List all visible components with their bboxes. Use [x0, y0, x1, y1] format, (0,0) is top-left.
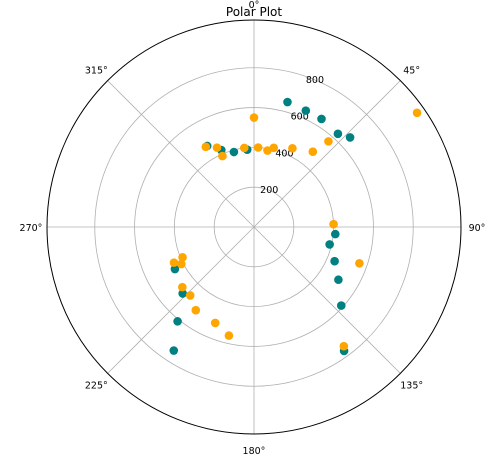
series-2-point — [218, 151, 227, 161]
series-2-point — [212, 143, 222, 152]
series-1-point — [330, 229, 340, 239]
theta-tick-label: 270° — [20, 223, 43, 234]
series-2-point — [178, 282, 187, 292]
series-1-point — [336, 301, 346, 310]
series-1-point — [334, 275, 343, 285]
series-2-point — [249, 113, 259, 122]
series-2-point — [224, 331, 234, 340]
series-1-point — [301, 106, 311, 115]
theta-grid-line — [107, 226, 255, 374]
theta-tick-label: 225° — [85, 381, 108, 392]
series-2-point — [169, 258, 179, 267]
series-2-point — [253, 143, 263, 152]
tick-layer: 0° 45° 90° 135° 180° 225° 270° 315° 200 400 600 800 — [20, 0, 486, 457]
theta-grid-line — [253, 226, 401, 374]
series-2-point — [355, 258, 364, 268]
series-2-point — [288, 143, 297, 153]
series-2-point — [239, 143, 249, 153]
series-2-point — [185, 291, 195, 300]
series-2-point — [210, 318, 220, 328]
series-2-point — [269, 143, 279, 153]
series-2-point — [308, 147, 318, 157]
series-2-point — [339, 341, 349, 351]
theta-tick-label: 180° — [243, 446, 266, 454]
series-2-point — [412, 108, 422, 118]
series-2-point — [176, 259, 186, 269]
grid-layer — [46, 19, 462, 435]
series-1-point — [333, 129, 343, 139]
theta-tick-label: 135° — [400, 381, 423, 392]
series-2-point — [329, 219, 338, 229]
series-1-point — [178, 289, 187, 298]
theta-grid-line — [107, 80, 255, 228]
series-1-point — [173, 317, 182, 326]
chart-title: Polar Plot — [226, 5, 282, 19]
series-1-point — [345, 133, 355, 142]
series-2-point — [178, 253, 187, 262]
r-tick-label: 800 — [306, 75, 324, 86]
theta-tick-label: 315° — [85, 65, 108, 76]
series-1-point — [229, 147, 239, 157]
series-1-point — [283, 97, 292, 107]
r-tick-label: 200 — [260, 185, 278, 196]
theta-grid-line — [253, 80, 401, 228]
series-2-point — [191, 305, 201, 315]
series-1-point — [325, 240, 334, 249]
marks-layer — [169, 97, 422, 356]
r-tick-label: 400 — [275, 148, 293, 159]
series-2-point — [201, 142, 211, 152]
polar-frame — [46, 19, 462, 435]
series-1-point — [169, 346, 179, 355]
theta-tick-label: 0° — [249, 0, 260, 11]
theta-tick-label: 45° — [403, 65, 420, 76]
series-1-point — [317, 114, 326, 124]
series-1-point — [170, 264, 180, 274]
series-2-point — [324, 137, 333, 146]
r-tick-label: 600 — [291, 112, 309, 123]
theta-tick-label: 90° — [469, 223, 486, 234]
series-1-point — [330, 256, 339, 266]
